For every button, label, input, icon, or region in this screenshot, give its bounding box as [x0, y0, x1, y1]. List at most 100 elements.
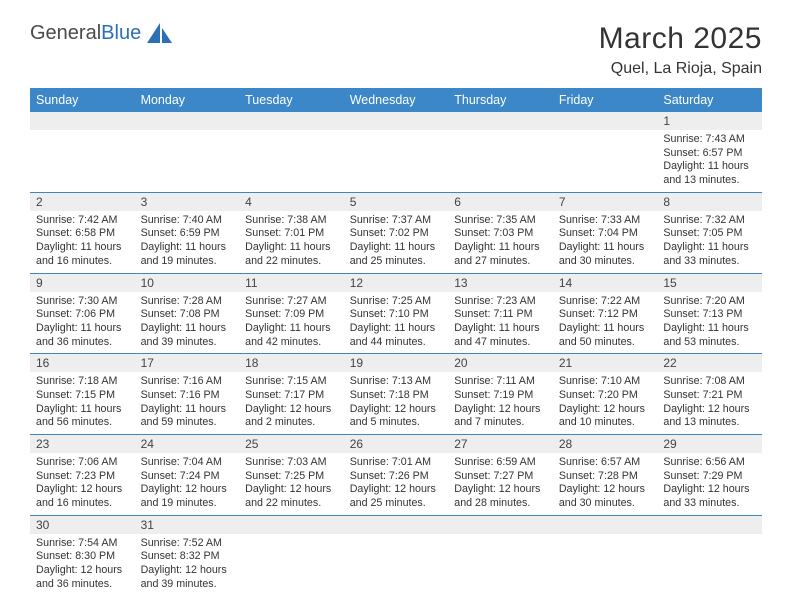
day-number-empty	[239, 112, 344, 130]
sunrise-line: Sunrise: 7:10 AM	[559, 375, 652, 389]
daylight-line: Daylight: 11 hours and 59 minutes.	[141, 403, 234, 430]
sunset-line: Sunset: 6:59 PM	[141, 227, 234, 241]
sail-icon	[147, 23, 173, 43]
weekday-header: Tuesday	[239, 88, 344, 112]
daylight-line: Daylight: 12 hours and 10 minutes.	[559, 403, 652, 430]
calendar-day: 29Sunrise: 6:56 AMSunset: 7:29 PMDayligh…	[657, 435, 762, 516]
day-number: 19	[344, 354, 449, 372]
sunrise-line: Sunrise: 7:15 AM	[245, 375, 338, 389]
calendar-week: 1Sunrise: 7:43 AMSunset: 6:57 PMDaylight…	[30, 112, 762, 192]
sunset-line: Sunset: 7:27 PM	[454, 470, 547, 484]
sunset-line: Sunset: 7:09 PM	[245, 308, 338, 322]
calendar-day-empty	[448, 515, 553, 595]
day-details: Sunrise: 7:04 AMSunset: 7:24 PMDaylight:…	[135, 453, 240, 515]
day-number: 22	[657, 354, 762, 372]
day-number: 15	[657, 274, 762, 292]
calendar-week: 23Sunrise: 7:06 AMSunset: 7:23 PMDayligh…	[30, 435, 762, 516]
day-details: Sunrise: 7:10 AMSunset: 7:20 PMDaylight:…	[553, 372, 658, 434]
daylight-line: Daylight: 12 hours and 16 minutes.	[36, 483, 129, 510]
daylight-line: Daylight: 12 hours and 25 minutes.	[350, 483, 443, 510]
sunrise-line: Sunrise: 7:28 AM	[141, 295, 234, 309]
daylight-line: Daylight: 12 hours and 7 minutes.	[454, 403, 547, 430]
day-details: Sunrise: 7:37 AMSunset: 7:02 PMDaylight:…	[344, 211, 449, 273]
daylight-line: Daylight: 11 hours and 19 minutes.	[141, 241, 234, 268]
calendar-day: 25Sunrise: 7:03 AMSunset: 7:25 PMDayligh…	[239, 435, 344, 516]
sunset-line: Sunset: 7:26 PM	[350, 470, 443, 484]
daylight-line: Daylight: 11 hours and 53 minutes.	[663, 322, 756, 349]
day-number: 11	[239, 274, 344, 292]
calendar-body: 1Sunrise: 7:43 AMSunset: 6:57 PMDaylight…	[30, 112, 762, 596]
sunrise-line: Sunrise: 7:04 AM	[141, 456, 234, 470]
day-details: Sunrise: 7:32 AMSunset: 7:05 PMDaylight:…	[657, 211, 762, 273]
sunset-line: Sunset: 7:17 PM	[245, 389, 338, 403]
daylight-line: Daylight: 12 hours and 30 minutes.	[559, 483, 652, 510]
sunrise-line: Sunrise: 7:30 AM	[36, 295, 129, 309]
sunrise-line: Sunrise: 7:35 AM	[454, 214, 547, 228]
daylight-line: Daylight: 11 hours and 30 minutes.	[559, 241, 652, 268]
day-details: Sunrise: 7:16 AMSunset: 7:16 PMDaylight:…	[135, 372, 240, 434]
day-details: Sunrise: 7:33 AMSunset: 7:04 PMDaylight:…	[553, 211, 658, 273]
day-number: 4	[239, 193, 344, 211]
day-number: 20	[448, 354, 553, 372]
sunrise-line: Sunrise: 6:56 AM	[663, 456, 756, 470]
day-number-empty	[657, 516, 762, 534]
sunset-line: Sunset: 7:21 PM	[663, 389, 756, 403]
daylight-line: Daylight: 11 hours and 42 minutes.	[245, 322, 338, 349]
day-number: 31	[135, 516, 240, 534]
calendar-day-empty	[239, 515, 344, 595]
day-number: 3	[135, 193, 240, 211]
day-number: 17	[135, 354, 240, 372]
sunrise-line: Sunrise: 7:01 AM	[350, 456, 443, 470]
calendar-day: 21Sunrise: 7:10 AMSunset: 7:20 PMDayligh…	[553, 354, 658, 435]
day-number: 9	[30, 274, 135, 292]
daylight-line: Daylight: 11 hours and 25 minutes.	[350, 241, 443, 268]
calendar-day-empty	[135, 112, 240, 192]
weekday-header: Monday	[135, 88, 240, 112]
calendar-head: SundayMondayTuesdayWednesdayThursdayFrid…	[30, 88, 762, 112]
day-details: Sunrise: 7:06 AMSunset: 7:23 PMDaylight:…	[30, 453, 135, 515]
calendar-day: 13Sunrise: 7:23 AMSunset: 7:11 PMDayligh…	[448, 273, 553, 354]
sunset-line: Sunset: 7:03 PM	[454, 227, 547, 241]
daylight-line: Daylight: 12 hours and 5 minutes.	[350, 403, 443, 430]
sunrise-line: Sunrise: 7:16 AM	[141, 375, 234, 389]
day-details: Sunrise: 7:35 AMSunset: 7:03 PMDaylight:…	[448, 211, 553, 273]
day-details: Sunrise: 7:54 AMSunset: 8:30 PMDaylight:…	[30, 534, 135, 596]
sunrise-line: Sunrise: 7:52 AM	[141, 537, 234, 551]
daylight-line: Daylight: 12 hours and 39 minutes.	[141, 564, 234, 591]
location: Quel, La Rioja, Spain	[599, 60, 762, 78]
calendar-day: 7Sunrise: 7:33 AMSunset: 7:04 PMDaylight…	[553, 192, 658, 273]
day-number: 10	[135, 274, 240, 292]
weekday-header: Wednesday	[344, 88, 449, 112]
calendar-table: SundayMondayTuesdayWednesdayThursdayFrid…	[30, 88, 762, 596]
calendar-day: 15Sunrise: 7:20 AMSunset: 7:13 PMDayligh…	[657, 273, 762, 354]
calendar-day-empty	[448, 112, 553, 192]
sunset-line: Sunset: 7:04 PM	[559, 227, 652, 241]
calendar-day-empty	[553, 112, 658, 192]
day-details: Sunrise: 7:27 AMSunset: 7:09 PMDaylight:…	[239, 292, 344, 354]
day-number: 29	[657, 435, 762, 453]
calendar-day: 31Sunrise: 7:52 AMSunset: 8:32 PMDayligh…	[135, 515, 240, 595]
weekday-header: Thursday	[448, 88, 553, 112]
sunset-line: Sunset: 7:29 PM	[663, 470, 756, 484]
daylight-line: Daylight: 12 hours and 13 minutes.	[663, 403, 756, 430]
calendar-day-empty	[239, 112, 344, 192]
sunrise-line: Sunrise: 7:43 AM	[663, 133, 756, 147]
calendar-day: 8Sunrise: 7:32 AMSunset: 7:05 PMDaylight…	[657, 192, 762, 273]
weekday-header: Sunday	[30, 88, 135, 112]
calendar-day-empty	[553, 515, 658, 595]
calendar-day: 24Sunrise: 7:04 AMSunset: 7:24 PMDayligh…	[135, 435, 240, 516]
day-details: Sunrise: 7:11 AMSunset: 7:19 PMDaylight:…	[448, 372, 553, 434]
day-number: 7	[553, 193, 658, 211]
day-number-empty	[448, 112, 553, 130]
daylight-line: Daylight: 12 hours and 19 minutes.	[141, 483, 234, 510]
sunrise-line: Sunrise: 7:40 AM	[141, 214, 234, 228]
sunset-line: Sunset: 7:05 PM	[663, 227, 756, 241]
sunrise-line: Sunrise: 7:06 AM	[36, 456, 129, 470]
daylight-line: Daylight: 11 hours and 47 minutes.	[454, 322, 547, 349]
daylight-line: Daylight: 12 hours and 2 minutes.	[245, 403, 338, 430]
daylight-line: Daylight: 11 hours and 13 minutes.	[663, 160, 756, 187]
weekday-header: Friday	[553, 88, 658, 112]
day-details: Sunrise: 7:38 AMSunset: 7:01 PMDaylight:…	[239, 211, 344, 273]
sunset-line: Sunset: 7:08 PM	[141, 308, 234, 322]
calendar-day: 3 Sunrise: 7:40 AMSunset: 6:59 PMDaylight…	[135, 192, 240, 273]
